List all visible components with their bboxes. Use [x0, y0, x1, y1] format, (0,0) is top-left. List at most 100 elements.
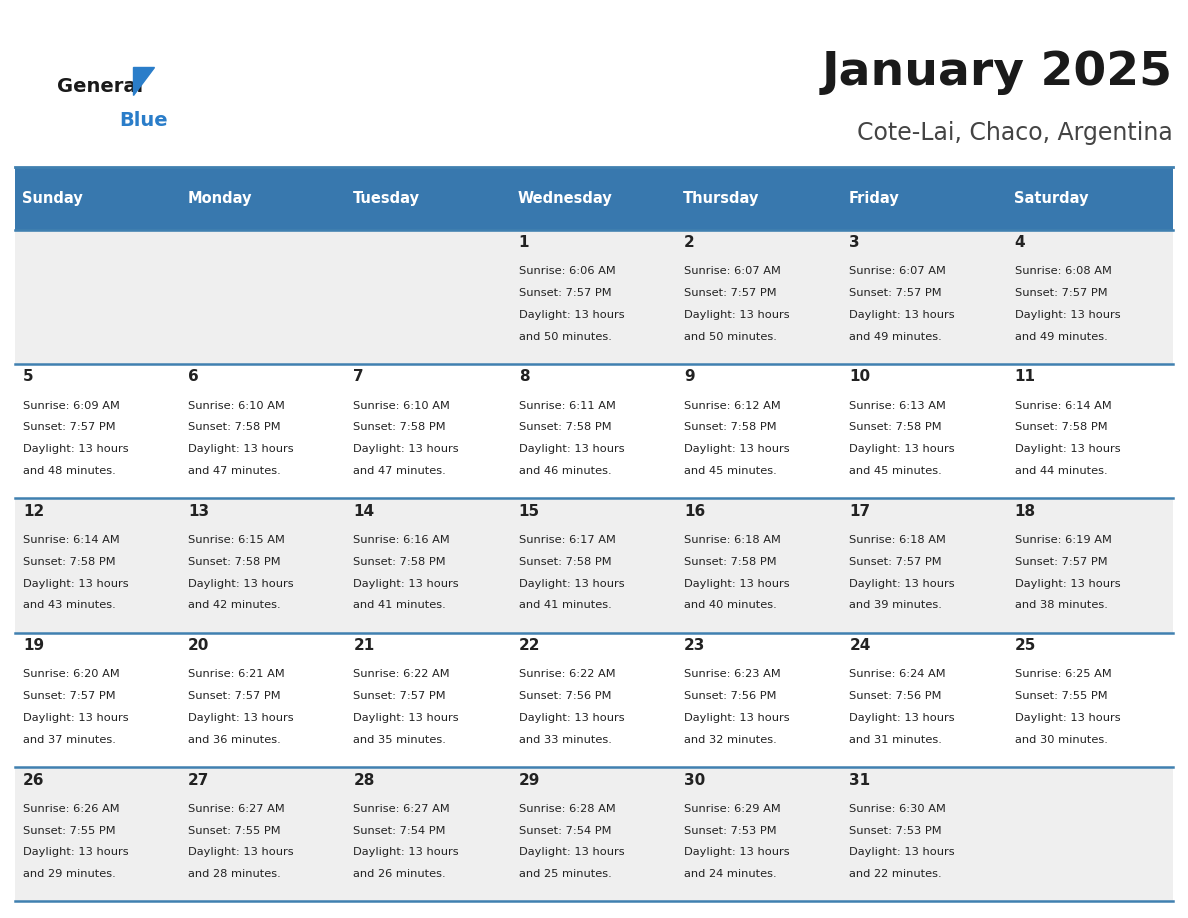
Text: and 25 minutes.: and 25 minutes. — [519, 869, 612, 879]
Bar — [677, 230, 842, 364]
Text: and 35 minutes.: and 35 minutes. — [354, 734, 447, 744]
Text: Daylight: 13 hours: Daylight: 13 hours — [684, 578, 790, 588]
Bar — [1007, 498, 1173, 633]
Text: 23: 23 — [684, 638, 706, 654]
Text: Daylight: 13 hours: Daylight: 13 hours — [684, 847, 790, 857]
Text: Sunrise: 6:29 AM: Sunrise: 6:29 AM — [684, 804, 781, 813]
Text: Sunrise: 6:14 AM: Sunrise: 6:14 AM — [1015, 400, 1112, 410]
Bar — [346, 633, 511, 767]
Text: Sunrise: 6:07 AM: Sunrise: 6:07 AM — [849, 266, 947, 276]
Bar — [15, 633, 181, 767]
Text: Sunset: 7:57 PM: Sunset: 7:57 PM — [1015, 557, 1107, 566]
Text: 25: 25 — [1015, 638, 1036, 654]
Text: Sunrise: 6:08 AM: Sunrise: 6:08 AM — [1015, 266, 1112, 276]
Bar — [1007, 167, 1173, 230]
Text: Daylight: 13 hours: Daylight: 13 hours — [1015, 578, 1120, 588]
Bar — [677, 364, 842, 498]
Bar — [181, 230, 346, 364]
Text: Sunset: 7:57 PM: Sunset: 7:57 PM — [684, 288, 777, 298]
Text: and 40 minutes.: and 40 minutes. — [684, 600, 777, 610]
Text: Sunrise: 6:22 AM: Sunrise: 6:22 AM — [519, 669, 615, 679]
Bar — [842, 633, 1007, 767]
Text: 9: 9 — [684, 369, 695, 385]
Text: and 36 minutes.: and 36 minutes. — [188, 734, 280, 744]
Text: Daylight: 13 hours: Daylight: 13 hours — [684, 444, 790, 454]
Text: and 49 minutes.: and 49 minutes. — [1015, 331, 1107, 341]
Text: 10: 10 — [849, 369, 871, 385]
Bar — [15, 230, 181, 364]
Bar — [511, 230, 677, 364]
Text: and 33 minutes.: and 33 minutes. — [519, 734, 612, 744]
Bar — [842, 167, 1007, 230]
Text: Daylight: 13 hours: Daylight: 13 hours — [519, 309, 625, 319]
Text: 18: 18 — [1015, 504, 1036, 519]
Bar — [15, 767, 181, 901]
Text: and 41 minutes.: and 41 minutes. — [354, 600, 447, 610]
Text: 1: 1 — [519, 235, 530, 250]
Bar — [842, 767, 1007, 901]
Bar — [511, 767, 677, 901]
Text: and 45 minutes.: and 45 minutes. — [849, 466, 942, 476]
Text: Sunset: 7:58 PM: Sunset: 7:58 PM — [519, 422, 612, 432]
Text: 7: 7 — [354, 369, 364, 385]
Text: and 46 minutes.: and 46 minutes. — [519, 466, 612, 476]
Text: Sunrise: 6:10 AM: Sunrise: 6:10 AM — [188, 400, 285, 410]
Bar — [346, 498, 511, 633]
Text: and 44 minutes.: and 44 minutes. — [1015, 466, 1107, 476]
Text: 22: 22 — [519, 638, 541, 654]
Text: Daylight: 13 hours: Daylight: 13 hours — [684, 309, 790, 319]
Text: Daylight: 13 hours: Daylight: 13 hours — [188, 847, 293, 857]
Text: Sunset: 7:57 PM: Sunset: 7:57 PM — [519, 288, 612, 298]
Text: Daylight: 13 hours: Daylight: 13 hours — [23, 444, 128, 454]
Text: Daylight: 13 hours: Daylight: 13 hours — [849, 713, 955, 723]
Text: 14: 14 — [354, 504, 374, 519]
Text: Sunset: 7:58 PM: Sunset: 7:58 PM — [1015, 422, 1107, 432]
Text: Sunrise: 6:13 AM: Sunrise: 6:13 AM — [849, 400, 947, 410]
Text: 11: 11 — [1015, 369, 1036, 385]
Text: 4: 4 — [1015, 235, 1025, 250]
Text: Daylight: 13 hours: Daylight: 13 hours — [188, 444, 293, 454]
Text: 26: 26 — [23, 773, 44, 788]
Text: 17: 17 — [849, 504, 871, 519]
Text: Sunrise: 6:23 AM: Sunrise: 6:23 AM — [684, 669, 781, 679]
Text: Daylight: 13 hours: Daylight: 13 hours — [354, 444, 459, 454]
Text: 20: 20 — [188, 638, 209, 654]
Text: Sunrise: 6:22 AM: Sunrise: 6:22 AM — [354, 669, 450, 679]
Text: Monday: Monday — [188, 191, 252, 206]
Text: Sunrise: 6:26 AM: Sunrise: 6:26 AM — [23, 804, 120, 813]
Bar — [181, 364, 346, 498]
Text: and 47 minutes.: and 47 minutes. — [188, 466, 280, 476]
Text: Daylight: 13 hours: Daylight: 13 hours — [849, 578, 955, 588]
Text: Sunrise: 6:18 AM: Sunrise: 6:18 AM — [684, 535, 781, 545]
Text: Daylight: 13 hours: Daylight: 13 hours — [849, 847, 955, 857]
Text: 8: 8 — [519, 369, 530, 385]
Text: and 47 minutes.: and 47 minutes. — [354, 466, 447, 476]
Text: Sunrise: 6:11 AM: Sunrise: 6:11 AM — [519, 400, 615, 410]
Text: Sunset: 7:57 PM: Sunset: 7:57 PM — [23, 691, 115, 701]
Bar — [511, 633, 677, 767]
Text: Sunrise: 6:09 AM: Sunrise: 6:09 AM — [23, 400, 120, 410]
Text: Sunset: 7:58 PM: Sunset: 7:58 PM — [684, 557, 777, 566]
Text: Sunrise: 6:12 AM: Sunrise: 6:12 AM — [684, 400, 781, 410]
Bar — [677, 167, 842, 230]
Bar — [15, 167, 181, 230]
Bar — [842, 230, 1007, 364]
Text: and 50 minutes.: and 50 minutes. — [519, 331, 612, 341]
Text: Sunset: 7:57 PM: Sunset: 7:57 PM — [849, 288, 942, 298]
Text: Sunset: 7:57 PM: Sunset: 7:57 PM — [1015, 288, 1107, 298]
Text: Sunset: 7:58 PM: Sunset: 7:58 PM — [188, 557, 280, 566]
Text: Sunrise: 6:06 AM: Sunrise: 6:06 AM — [519, 266, 615, 276]
Text: and 39 minutes.: and 39 minutes. — [849, 600, 942, 610]
Text: 12: 12 — [23, 504, 44, 519]
Text: and 42 minutes.: and 42 minutes. — [188, 600, 280, 610]
Text: Sunset: 7:55 PM: Sunset: 7:55 PM — [1015, 691, 1107, 701]
Text: and 28 minutes.: and 28 minutes. — [188, 869, 280, 879]
Text: and 43 minutes.: and 43 minutes. — [23, 600, 115, 610]
Text: Daylight: 13 hours: Daylight: 13 hours — [23, 847, 128, 857]
Text: 28: 28 — [354, 773, 375, 788]
Text: Sunrise: 6:30 AM: Sunrise: 6:30 AM — [849, 804, 947, 813]
Text: Daylight: 13 hours: Daylight: 13 hours — [684, 713, 790, 723]
Text: and 50 minutes.: and 50 minutes. — [684, 331, 777, 341]
Text: Daylight: 13 hours: Daylight: 13 hours — [354, 578, 459, 588]
Text: January 2025: January 2025 — [822, 50, 1173, 95]
